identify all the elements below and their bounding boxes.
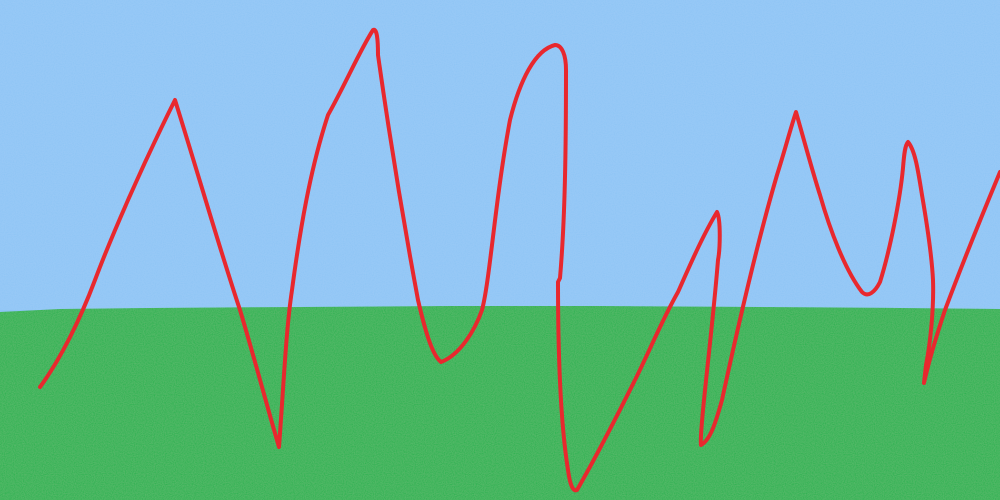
red-zigzag-line (38, 27, 1000, 493)
grass-ground (0, 306, 1000, 500)
sky-background (0, 0, 1000, 310)
